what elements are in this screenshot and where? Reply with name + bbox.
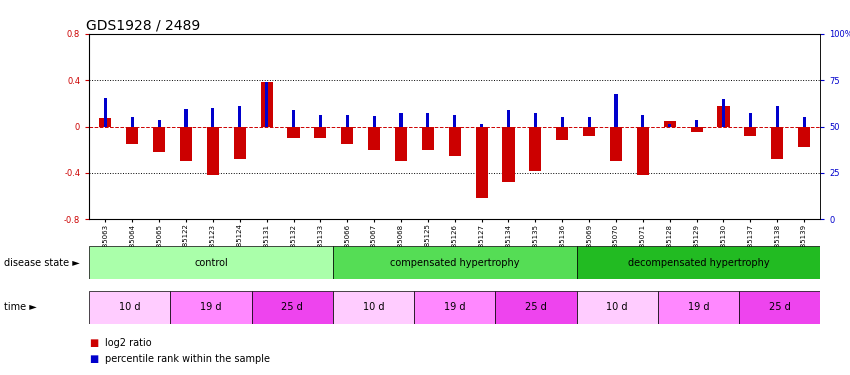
Text: 25 d: 25 d (768, 303, 790, 312)
Bar (637, 127, 649, 175)
Text: percentile rank within the sample: percentile rank within the sample (105, 354, 269, 364)
Bar (576, 246, 820, 279)
Bar (238, 106, 241, 127)
Bar (292, 110, 295, 127)
Bar (89, 291, 171, 324)
Text: log2 ratio: log2 ratio (105, 338, 151, 348)
Bar (99, 118, 111, 127)
Bar (287, 127, 299, 138)
Bar (346, 115, 348, 127)
Text: ■: ■ (89, 338, 99, 348)
Bar (771, 127, 784, 159)
Bar (414, 291, 496, 324)
Bar (395, 127, 407, 161)
Bar (496, 291, 576, 324)
Bar (576, 291, 658, 324)
Bar (207, 127, 219, 175)
Text: 10 d: 10 d (119, 303, 140, 312)
Bar (749, 112, 752, 127)
Bar (668, 124, 672, 127)
Text: 25 d: 25 d (281, 303, 303, 312)
Bar (184, 109, 188, 127)
Bar (658, 291, 739, 324)
Bar (583, 127, 595, 136)
Bar (341, 127, 354, 144)
Bar (400, 112, 403, 127)
Bar (319, 115, 322, 127)
Text: GDS1928 / 2489: GDS1928 / 2489 (86, 19, 200, 33)
Bar (507, 110, 510, 127)
Bar (476, 127, 488, 198)
Bar (422, 127, 434, 150)
Bar (739, 291, 820, 324)
Text: 19 d: 19 d (201, 303, 222, 312)
Bar (695, 120, 698, 127)
Bar (426, 112, 429, 127)
Bar (641, 115, 644, 127)
Bar (453, 115, 456, 127)
Bar (126, 127, 139, 144)
Bar (333, 246, 576, 279)
Bar (212, 108, 214, 127)
Bar (556, 127, 569, 141)
Text: 10 d: 10 d (606, 303, 628, 312)
Bar (561, 117, 564, 127)
Text: time ►: time ► (4, 303, 37, 312)
Text: compensated hypertrophy: compensated hypertrophy (390, 258, 519, 267)
Bar (530, 127, 541, 171)
Bar (690, 127, 703, 132)
Bar (798, 127, 810, 147)
Text: 19 d: 19 d (688, 303, 709, 312)
Text: 10 d: 10 d (363, 303, 384, 312)
Bar (534, 112, 537, 127)
Bar (314, 127, 326, 138)
Bar (153, 127, 165, 152)
Bar (104, 98, 107, 127)
Text: disease state ►: disease state ► (4, 258, 80, 267)
Bar (89, 246, 333, 279)
Bar (722, 99, 725, 127)
Bar (502, 127, 514, 182)
Bar (587, 117, 591, 127)
Bar (745, 127, 756, 136)
Bar (252, 291, 333, 324)
Text: ■: ■ (89, 354, 99, 364)
Bar (157, 120, 161, 127)
Text: control: control (194, 258, 228, 267)
Bar (261, 82, 273, 127)
Bar (776, 106, 779, 127)
Bar (333, 291, 414, 324)
Bar (234, 127, 246, 159)
Text: 19 d: 19 d (444, 303, 466, 312)
Bar (615, 94, 618, 127)
Bar (449, 127, 461, 156)
Text: 25 d: 25 d (525, 303, 547, 312)
Bar (372, 116, 376, 127)
Bar (131, 117, 133, 127)
Bar (664, 121, 676, 127)
Bar (480, 124, 484, 127)
Bar (265, 82, 269, 127)
Bar (171, 291, 252, 324)
Bar (368, 127, 380, 150)
Bar (180, 127, 192, 161)
Bar (610, 127, 622, 161)
Text: decompensated hypertrophy: decompensated hypertrophy (627, 258, 769, 267)
Bar (802, 117, 806, 127)
Bar (717, 106, 729, 127)
